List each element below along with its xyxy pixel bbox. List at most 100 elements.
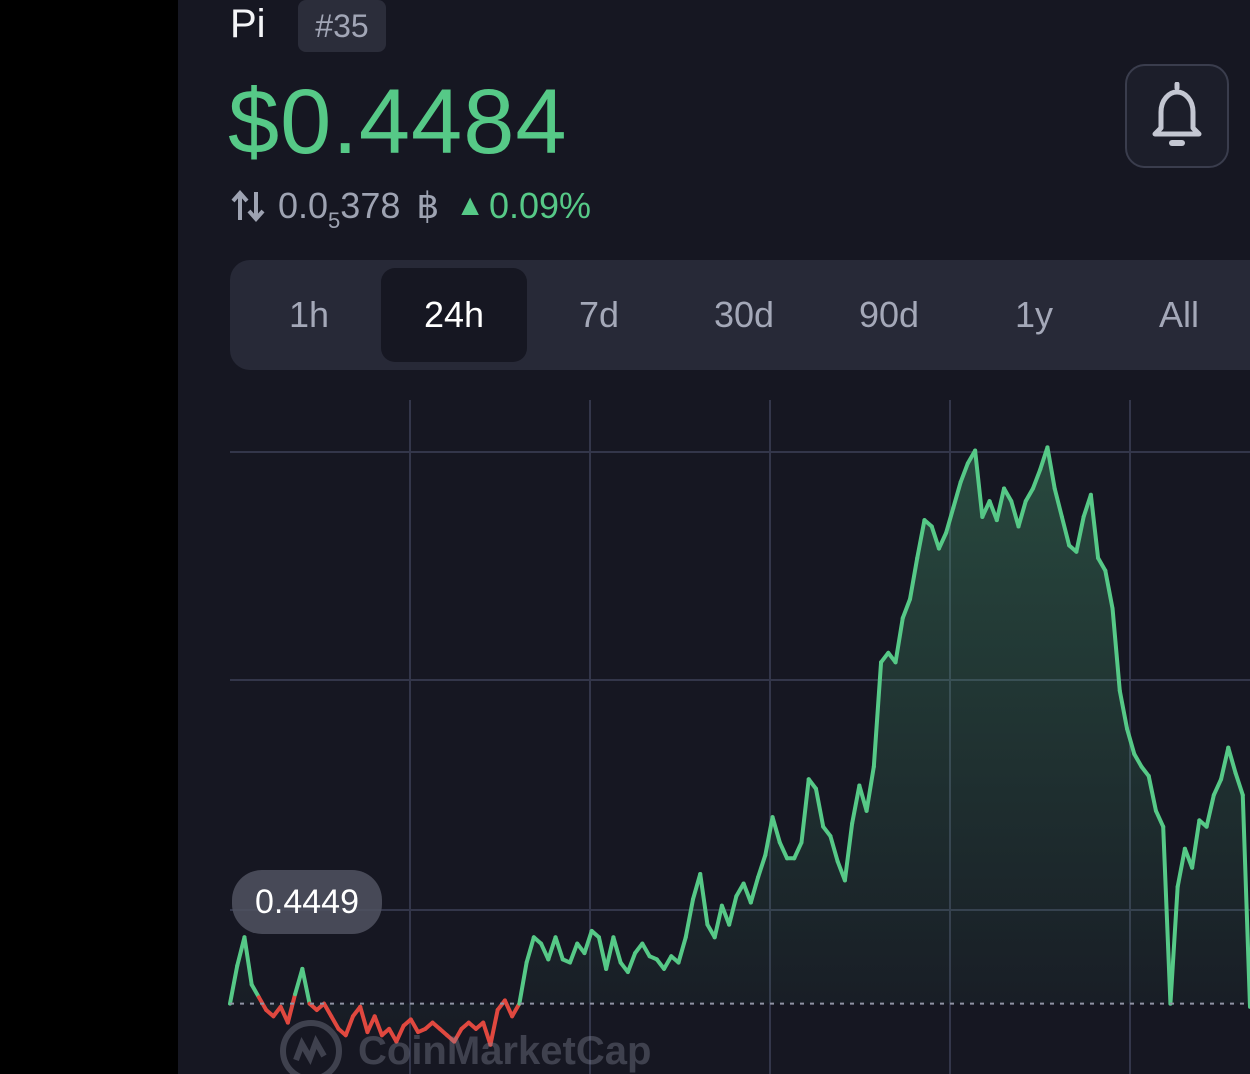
tab-1h[interactable]: 1h	[288, 294, 330, 335]
chart-line-segment	[893, 616, 905, 665]
chart-line-segment	[1103, 568, 1115, 611]
coin-detail-screen: Pi #35 $0.4484 0.05378 ฿ ▲ 0.09% 1h 24h …	[178, 0, 1250, 1074]
chart-line-segment	[944, 505, 956, 535]
chart-line-segment	[770, 815, 782, 845]
chart-line-segment	[1211, 777, 1224, 798]
chart-line-segment	[408, 1017, 421, 1035]
chart-line-segment	[524, 935, 536, 965]
chart-line-segment	[662, 954, 674, 971]
chart-line-segment	[242, 935, 254, 987]
chart-line-segment	[763, 815, 775, 858]
chart-line-segment	[568, 941, 580, 965]
bell-icon	[1152, 82, 1202, 146]
chart-line-segment	[1059, 514, 1072, 548]
tab-90d[interactable]: 90d	[858, 294, 920, 335]
rank-badge: #35	[298, 0, 386, 52]
chart-line-segment	[951, 480, 963, 510]
chart-line-segment	[358, 1004, 370, 1035]
chart-line	[228, 445, 1250, 1047]
chart-line-segment	[741, 881, 753, 905]
tab-7d[interactable]: 7d	[578, 294, 620, 335]
chart-line-segment	[228, 963, 240, 1006]
tab-30d[interactable]: 30d	[713, 294, 775, 335]
chart-line-segment	[712, 903, 724, 940]
chart-line-segment	[1125, 726, 1137, 756]
current-price: $0.4484	[228, 71, 568, 173]
coinmarketcap-logo-icon	[280, 1020, 342, 1074]
chart-area-fill	[230, 447, 1250, 1045]
chart-line-segment	[756, 853, 768, 880]
chart-line-segment	[488, 1007, 500, 1047]
chart-line-segment	[1190, 818, 1202, 870]
swap-arrows-icon[interactable]	[230, 188, 266, 224]
chart-line-segment	[394, 1023, 406, 1044]
chart-line-segment	[249, 982, 261, 1000]
chart-line-segment	[799, 777, 811, 845]
chart-line-segment	[842, 821, 855, 883]
chart-line-segment	[1240, 793, 1250, 1009]
chart-line-segment	[676, 935, 688, 965]
chart-line-segment	[994, 486, 1007, 523]
triangle-up-icon: ▲	[455, 189, 485, 222]
chart-line-segment	[813, 786, 826, 829]
chart-line-segment	[1096, 556, 1108, 573]
chart-line-segment	[698, 872, 710, 927]
chart-line-segment	[285, 992, 298, 1025]
chart-line-segment	[929, 524, 941, 551]
chart-line-segment	[1132, 751, 1144, 769]
chart-line-segment	[1219, 745, 1231, 782]
coin-name: Pi	[230, 2, 266, 46]
chart-line-segment	[1168, 884, 1180, 1006]
btc-symbol: ฿	[416, 185, 440, 226]
tab-1y[interactable]: 1y	[1014, 294, 1054, 335]
chart-line-segment	[329, 1014, 341, 1031]
watermark-text: CoinMarketCap	[358, 1028, 652, 1073]
chart-line-segment	[980, 499, 992, 519]
chart-line-segment	[517, 960, 529, 1006]
btc-price: 0.05378	[278, 185, 401, 233]
chart-line-segment	[322, 1001, 334, 1019]
chart-line-segment	[372, 1014, 384, 1038]
price-chart[interactable]	[178, 380, 1250, 1074]
chart-line-segment	[748, 875, 761, 905]
chart-line-segment	[546, 935, 558, 962]
chart-line-segment	[604, 935, 616, 971]
chart-line-segment	[915, 518, 927, 561]
chart-line-segment	[828, 834, 840, 864]
tab-24h[interactable]: 24h	[381, 268, 527, 362]
chart-line-segment	[1002, 486, 1014, 504]
chart-line-segment	[1023, 486, 1035, 504]
chart-line-segment	[502, 998, 515, 1019]
chart-line-segment	[452, 1026, 464, 1044]
chart-line-segment	[1009, 499, 1021, 529]
price-alert-button[interactable]	[1125, 64, 1229, 168]
chart-line-segment	[792, 840, 804, 861]
chart-line-segment	[1233, 770, 1245, 798]
chart-line-segment	[871, 660, 884, 769]
tab-all[interactable]: All	[1158, 294, 1199, 335]
chart-line-segment	[1110, 606, 1122, 693]
chart-line-segment	[1016, 499, 1028, 529]
chart-line-segment	[936, 530, 949, 551]
time-range-tabs: 1h 24h 7d 30d 90d 1y All	[230, 260, 1250, 370]
chart-line-segment	[1161, 824, 1173, 1006]
chart-line-segment	[553, 935, 565, 962]
chart-line-segment	[640, 941, 652, 959]
chart-line-segment	[365, 1014, 377, 1035]
chart-line-segment	[1030, 467, 1043, 491]
chart-line-segment	[1074, 514, 1086, 554]
chart-line-segment	[727, 894, 739, 927]
chart-line-segment	[1153, 808, 1166, 829]
baseline-price-tag: 0.4449	[232, 870, 382, 934]
price-change-percent: 0.09%	[488, 185, 592, 226]
chart-line-segment	[1088, 492, 1101, 561]
chart-line-segment	[343, 1014, 355, 1038]
chart-line-segment	[908, 556, 920, 602]
chart-line-segment	[611, 935, 623, 965]
chart-line-segment	[973, 448, 985, 519]
chart-line-segment	[864, 764, 876, 813]
chart-line-segment	[958, 461, 970, 485]
coinmarketcap-watermark: CoinMarketCap	[278, 1016, 651, 1074]
chart-line-segment	[510, 1001, 522, 1019]
chart-line-segment	[300, 966, 312, 1006]
